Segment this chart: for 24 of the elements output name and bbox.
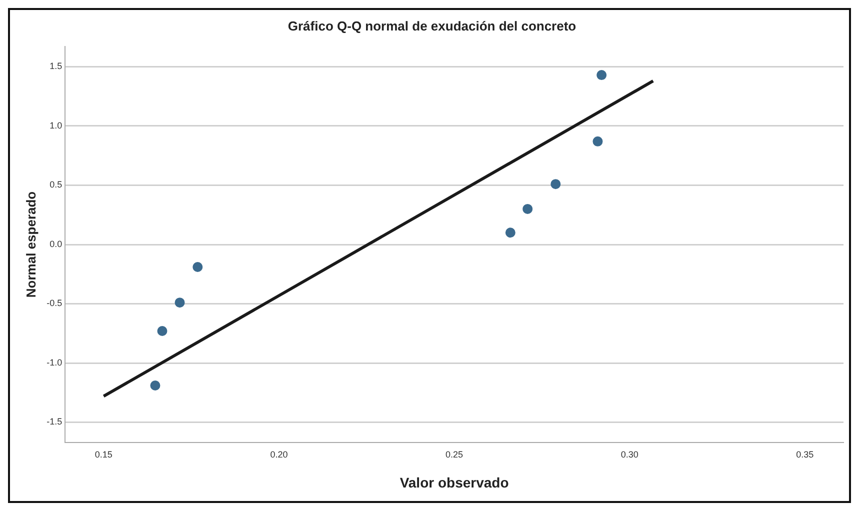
point <box>550 179 561 190</box>
point <box>150 380 160 391</box>
y-tick-label: 0.0 <box>50 238 62 249</box>
point <box>157 326 168 336</box>
y-tick-label: 0.5 <box>50 180 62 190</box>
x-tick-label: 0.25 <box>446 449 464 460</box>
point <box>174 298 185 308</box>
y-tick-label: 1.5 <box>50 61 62 72</box>
x-axis-title: Valor observado <box>400 474 509 490</box>
y-axis-title: Normal esperado <box>23 191 38 298</box>
point <box>505 228 516 238</box>
chart-title: Gráfico Q-Q normal de exudación del concreto <box>288 18 576 34</box>
point <box>592 136 603 146</box>
y-tick-label: 1.0 <box>50 120 62 130</box>
y-tick-label: -1.5 <box>46 416 62 427</box>
x-tick-label: 0.30 <box>620 449 638 460</box>
x-tick-label: 0.15 <box>94 449 112 460</box>
point <box>522 204 533 214</box>
y-tick-label: -0.5 <box>46 298 62 308</box>
x-tick-label: 0.35 <box>796 449 814 460</box>
y-tick-label: -1.0 <box>46 357 62 368</box>
point <box>192 262 203 272</box>
point <box>596 70 607 80</box>
x-tick-label: 0.20 <box>270 449 288 460</box>
